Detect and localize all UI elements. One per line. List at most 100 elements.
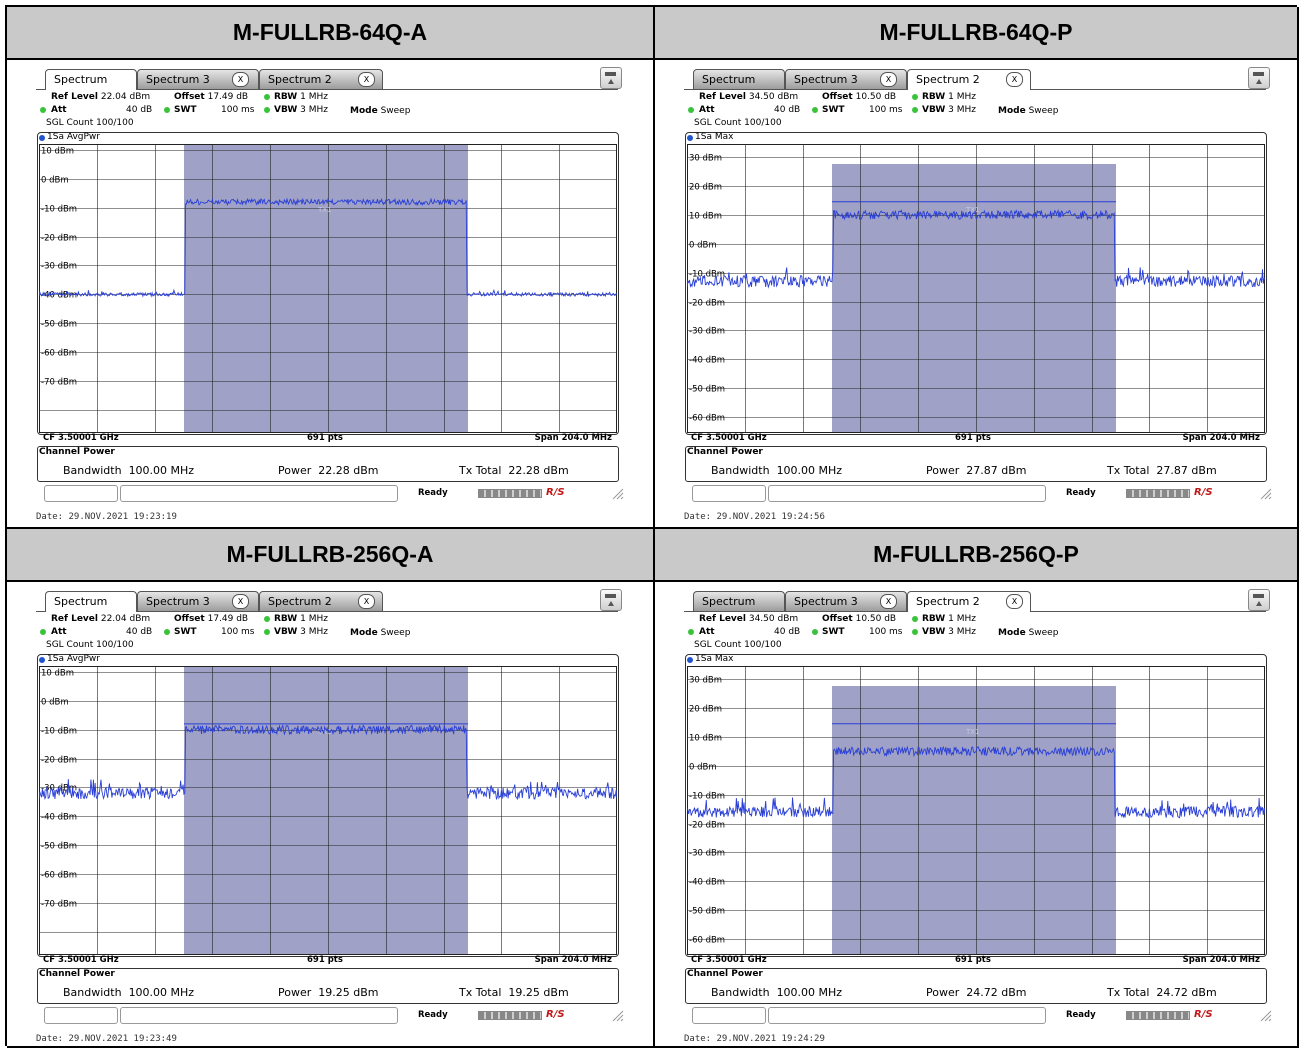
close-icon[interactable]: X (1006, 72, 1023, 87)
close-icon[interactable]: X (232, 594, 249, 609)
y-tick-label: -10 dBm (689, 270, 725, 280)
center-frequency: CF 3.50001 GHz (43, 433, 119, 443)
tab-spectrum-3[interactable]: Spectrum 3 X (137, 69, 259, 89)
close-icon[interactable]: X (1006, 594, 1023, 609)
ready-status: Ready (418, 1010, 448, 1020)
bandwidth-result: Bandwidth 100.00 MHz (63, 464, 195, 477)
rbw-indicator-icon (912, 94, 918, 100)
tab-label: Spectrum 3 (794, 595, 858, 608)
vbw-indicator-icon (912, 107, 918, 113)
capture-date: Date: 29.NOV.2021 19:23:19 (36, 512, 177, 522)
tab-label: Spectrum 3 (794, 73, 858, 86)
channel-marker-label: TX1 (965, 206, 980, 214)
tab-spectrum[interactable]: Spectrum (45, 591, 137, 612)
swt-value: 100 ms (869, 627, 903, 637)
capture-date: Date: 29.NOV.2021 19:24:29 (684, 1034, 825, 1044)
tab-label: Spectrum 2 (916, 595, 980, 608)
y-tick-label: 0 dBm (41, 698, 69, 708)
tab-spectrum-3[interactable]: Spectrum 3 X (137, 591, 259, 611)
y-tick-label: -30 dBm (689, 327, 725, 337)
y-tick-label: -10 dBm (41, 727, 77, 737)
offset: Offset 17.49 dB (174, 92, 249, 102)
tab-spectrum[interactable]: Spectrum (693, 69, 785, 89)
trace-indicator-icon (687, 657, 693, 663)
capture-date: Date: 29.NOV.2021 19:24:56 (684, 512, 825, 522)
spectrum-analyzer-window: Spectrum Spectrum 3 X Spectrum 2 X Ref Lev… (684, 65, 1274, 505)
tx-total-result: Tx Total 22.28 dBm (459, 464, 569, 477)
y-tick-label: -50 dBm (41, 320, 77, 330)
tab-spectrum-2[interactable]: Spectrum 2 X (259, 591, 383, 611)
tx-total-result: Tx Total 24.72 dBm (1107, 986, 1217, 999)
rbw: RBW 1 MHz (274, 92, 328, 102)
rs-logo-icon: R/S (1194, 1009, 1213, 1020)
resize-grip-icon[interactable] (612, 1010, 624, 1022)
y-tick-label: 30 dBm (689, 676, 722, 686)
channel-power-title: Channel Power (687, 969, 763, 979)
swt: SWT (174, 105, 197, 115)
status-input-field[interactable] (44, 1007, 118, 1024)
y-tick-label: -30 dBm (41, 262, 77, 272)
channel-power-title: Channel Power (687, 447, 763, 457)
spectrum-analyzer-window: Spectrum Spectrum 3 X Spectrum 2 X Ref Lev… (36, 587, 626, 1027)
y-tick-label: -70 dBm (41, 900, 77, 910)
resize-grip-icon[interactable] (612, 488, 624, 500)
window-menu-icon[interactable] (1248, 67, 1270, 89)
panel-title: M-FULLRB-64Q-A (7, 7, 653, 60)
status-message-field[interactable] (768, 1007, 1046, 1024)
status-input-field[interactable] (692, 485, 766, 502)
analyzer-screenshot: Spectrum Spectrum 3 X Spectrum 2 X Ref Lev… (7, 60, 653, 527)
close-icon[interactable]: X (232, 72, 249, 87)
center-frequency: CF 3.50001 GHz (691, 433, 767, 443)
window-menu-icon[interactable] (1248, 589, 1270, 611)
capture-date: Date: 29.NOV.2021 19:23:49 (36, 1034, 177, 1044)
tab-spectrum[interactable]: Spectrum (693, 591, 785, 611)
tab-spectrum-2[interactable]: Spectrum 2 X (907, 591, 1031, 612)
y-tick-label: -40 dBm (689, 878, 725, 888)
status-message-field[interactable] (120, 1007, 398, 1024)
y-tick-label: 20 dBm (689, 705, 722, 715)
close-icon[interactable]: X (358, 594, 375, 609)
att-indicator-icon (40, 107, 46, 113)
status-bar: Ready R/S (36, 1007, 626, 1027)
status-message-field[interactable] (768, 485, 1046, 502)
resize-grip-icon[interactable] (1260, 488, 1272, 500)
center-frequency: CF 3.50001 GHz (43, 955, 119, 965)
close-icon[interactable]: X (880, 72, 897, 87)
y-tick-label: -10 dBm (689, 792, 725, 802)
swt: SWT (822, 627, 845, 637)
window-menu-icon[interactable] (600, 589, 622, 611)
trace-indicator-icon (687, 135, 693, 141)
bandwidth-result: Bandwidth 100.00 MHz (711, 464, 843, 477)
mode: Mode Sweep (350, 628, 411, 638)
tab-spectrum-3[interactable]: Spectrum 3 X (785, 591, 907, 611)
channel-bar (184, 667, 468, 955)
status-message-field[interactable] (120, 485, 398, 502)
tab-spectrum-2[interactable]: Spectrum 2 X (907, 69, 1031, 90)
y-tick-label: -50 dBm (689, 907, 725, 917)
close-icon[interactable]: X (358, 72, 375, 87)
tab-divider (36, 611, 618, 612)
att: Att (51, 627, 67, 637)
trace-label: 1Sa Max (695, 132, 734, 142)
plot-footer: CF 3.50001 GHz 691 pts Span 204.0 MHz (687, 433, 1264, 443)
tab-spectrum[interactable]: Spectrum (45, 69, 137, 90)
att-value: 40 dB (774, 105, 801, 115)
panel-title: M-FULLRB-64Q-P (655, 7, 1297, 60)
vbw-indicator-icon (264, 629, 270, 635)
spectrum-plot: 10 dBm 0 dBm -10 dBm -20 dBm -30 dBm -40 dBm -… (39, 666, 617, 955)
status-input-field[interactable] (44, 485, 118, 502)
spectrum-analyzer-window: Spectrum Spectrum 3 X Spectrum 2 X Ref Lev… (684, 587, 1274, 1027)
y-tick-label: -60 dBm (41, 349, 77, 359)
channel-power-window: Channel Power Bandwidth 100.00 MHz Power… (685, 968, 1267, 1004)
tab-spectrum-3[interactable]: Spectrum 3 X (785, 69, 907, 89)
status-input-field[interactable] (692, 1007, 766, 1024)
resize-grip-icon[interactable] (1260, 1010, 1272, 1022)
points-count: 691 pts (307, 433, 343, 443)
y-tick-label: -40 dBm (41, 291, 77, 301)
y-tick-label: -50 dBm (41, 842, 77, 852)
close-icon[interactable]: X (880, 594, 897, 609)
rs-logo-icon: R/S (1194, 487, 1213, 498)
tab-label: Spectrum 3 (146, 595, 210, 608)
tab-spectrum-2[interactable]: Spectrum 2 X (259, 69, 383, 89)
window-menu-icon[interactable] (600, 67, 622, 89)
